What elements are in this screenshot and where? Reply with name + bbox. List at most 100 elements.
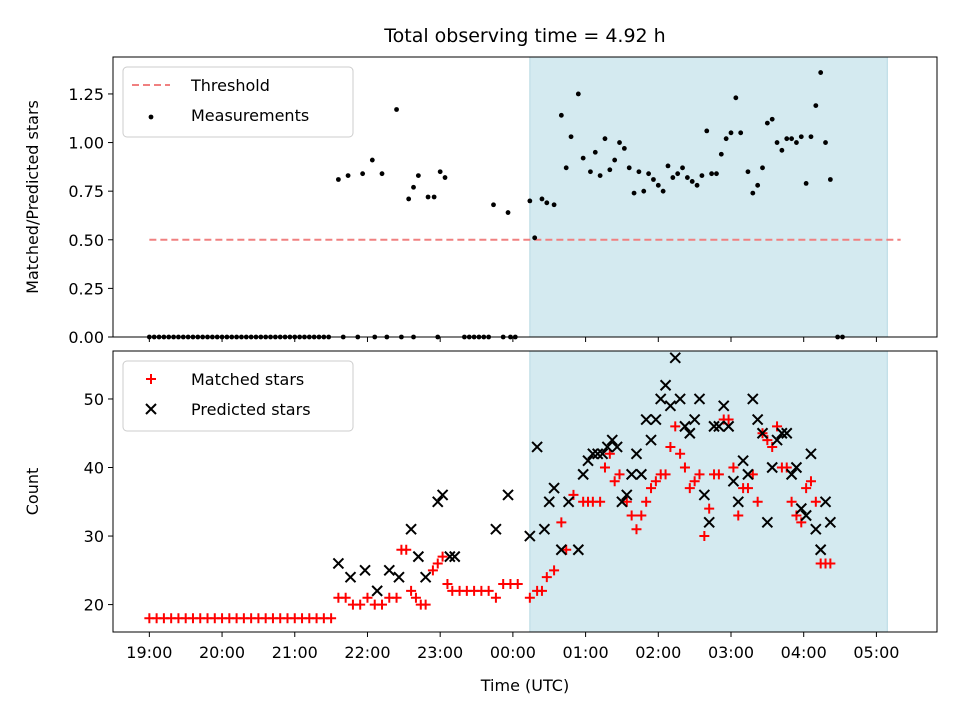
measurement-point bbox=[646, 171, 651, 177]
matched-star-point bbox=[541, 572, 552, 583]
predicted-star-point bbox=[737, 454, 749, 467]
predicted-star-point bbox=[555, 544, 568, 556]
legend-measurement-swatch bbox=[148, 114, 154, 120]
measurement-point bbox=[563, 165, 569, 171]
matched-star-point bbox=[641, 496, 652, 507]
predicted-star-point bbox=[742, 468, 754, 481]
measurement-point bbox=[602, 136, 608, 142]
measurement-point bbox=[660, 188, 666, 194]
predicted-star-point bbox=[708, 420, 720, 433]
predicted-star-point bbox=[790, 461, 803, 474]
predicted-star-point bbox=[383, 564, 395, 577]
predicted-star-point bbox=[800, 509, 812, 522]
matched-star-point bbox=[549, 565, 560, 576]
measurement-point bbox=[612, 157, 618, 163]
measurement-point bbox=[745, 169, 751, 175]
matched-star-point bbox=[536, 585, 547, 596]
matched-star-point bbox=[679, 462, 690, 473]
predicted-star-point bbox=[669, 352, 681, 364]
matched-star-point bbox=[410, 592, 421, 603]
measurement-point bbox=[665, 163, 671, 169]
predicted-star-point bbox=[572, 544, 585, 556]
measurement-point bbox=[505, 210, 511, 215]
predicted-star-point bbox=[436, 489, 449, 501]
predicted-star-point bbox=[611, 441, 623, 453]
measurement-point bbox=[631, 190, 637, 196]
measurement-point bbox=[551, 202, 557, 208]
measurement-point bbox=[641, 188, 647, 194]
measurement-point bbox=[532, 235, 538, 241]
matched-star-point bbox=[599, 462, 610, 473]
matched-star-point bbox=[595, 496, 606, 507]
predicted-star-point bbox=[771, 434, 783, 446]
legend-matched-swatch bbox=[146, 374, 156, 384]
x-tick-label: 20:00 bbox=[199, 643, 245, 662]
predicted-star-point bbox=[718, 400, 730, 412]
measurement-point bbox=[789, 136, 794, 142]
measurement-point bbox=[827, 177, 833, 182]
predicted-star-point bbox=[640, 413, 652, 426]
predicted-star-point bbox=[601, 441, 614, 453]
matched-star-point bbox=[556, 517, 567, 528]
measurement-point bbox=[539, 196, 545, 202]
measurement-point bbox=[689, 179, 695, 184]
measurement-point bbox=[694, 182, 700, 188]
axes-frame bbox=[112, 56, 938, 338]
measurement-point bbox=[636, 169, 642, 175]
measurement-point bbox=[764, 120, 770, 126]
predicted-star-point bbox=[444, 550, 456, 563]
x-tick-label: 22:00 bbox=[344, 643, 390, 662]
y-axis-label: Count bbox=[23, 468, 42, 516]
predicted-star-point bbox=[591, 448, 604, 460]
predicted-star-point bbox=[582, 454, 594, 467]
measurement-point bbox=[558, 112, 564, 118]
predicted-star-point bbox=[684, 427, 696, 439]
legend-box bbox=[122, 66, 354, 138]
y-tick-label: 0.00 bbox=[68, 328, 104, 347]
matched-star-point bbox=[801, 483, 812, 494]
x-tick-label: 00:00 bbox=[490, 643, 536, 662]
measurement-point bbox=[709, 171, 715, 177]
legend-label: Threshold bbox=[190, 76, 270, 95]
measurement-point bbox=[699, 173, 705, 179]
predicted-star-point bbox=[713, 420, 725, 433]
matched-star-point bbox=[810, 496, 821, 507]
predicted-star-point bbox=[781, 427, 793, 439]
matched-star-point bbox=[420, 599, 431, 610]
measurement-point bbox=[803, 180, 809, 186]
predicted-star-point bbox=[502, 489, 514, 501]
predicted-star-point bbox=[747, 393, 759, 405]
predicted-star-point bbox=[543, 496, 555, 508]
predicted-star-point bbox=[371, 585, 383, 597]
measurement-point bbox=[784, 136, 790, 142]
x-tick-label: 01:00 bbox=[563, 643, 609, 662]
axes-frame bbox=[112, 350, 938, 633]
measurement-point bbox=[626, 165, 632, 171]
predicted-star-point bbox=[587, 448, 599, 460]
matched-star-point bbox=[340, 592, 351, 603]
predicted-star-point bbox=[405, 523, 417, 535]
predicted-star-point bbox=[432, 496, 444, 508]
predicted-star-point bbox=[490, 523, 502, 535]
measurement-point bbox=[588, 169, 593, 175]
measurement-point bbox=[723, 136, 729, 142]
y-tick-label: 0.75 bbox=[68, 182, 104, 201]
matched-star-point bbox=[805, 476, 816, 487]
measurement-point bbox=[779, 147, 785, 153]
y-tick-label: 50 bbox=[84, 390, 104, 409]
predicted-star-point bbox=[679, 420, 691, 433]
predicted-star-point bbox=[635, 468, 648, 481]
matched-star-point bbox=[437, 551, 448, 562]
top-panel: 0.00 0.25 0.50 0.75 1.00 1.25 Total observing … bbox=[23, 25, 938, 347]
predicted-star-point bbox=[393, 571, 405, 583]
matched-star-point bbox=[631, 524, 642, 535]
matched-star-point bbox=[362, 592, 373, 603]
predicted-star-point bbox=[344, 571, 357, 583]
predicted-star-point bbox=[766, 461, 778, 474]
measurement-point bbox=[411, 184, 416, 190]
measurement-point bbox=[369, 157, 375, 163]
matched-star-point bbox=[694, 469, 705, 480]
bottom-panel: 20 30 40 50 19:00 20:00 21:00 22:00 23:00 00:00 01… bbox=[23, 350, 938, 695]
predicted-star-point bbox=[630, 448, 643, 460]
matched-star-point bbox=[490, 592, 501, 603]
